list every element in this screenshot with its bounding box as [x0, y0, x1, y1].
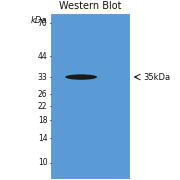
Text: 26: 26: [38, 90, 48, 99]
Text: 70: 70: [38, 19, 48, 28]
Text: 44: 44: [38, 52, 48, 61]
Title: Western Blot: Western Blot: [59, 1, 121, 11]
Text: 35kDa: 35kDa: [143, 73, 170, 82]
Text: 14: 14: [38, 134, 48, 143]
Text: 18: 18: [38, 116, 48, 125]
Ellipse shape: [65, 74, 97, 80]
Bar: [51, 14, 129, 179]
Text: 33: 33: [38, 73, 48, 82]
Text: 22: 22: [38, 102, 48, 111]
Text: kDa: kDa: [31, 16, 48, 25]
Text: 10: 10: [38, 158, 48, 167]
